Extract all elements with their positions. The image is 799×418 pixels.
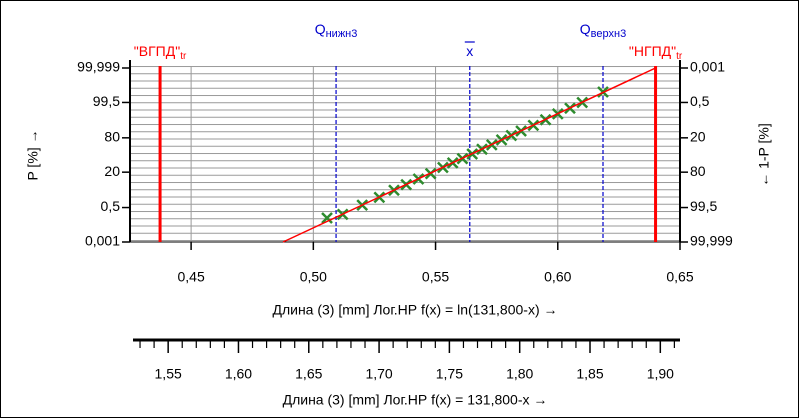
x-tick-label: 0,65: [666, 269, 693, 285]
x-tick-label: 0,60: [544, 269, 571, 285]
reference-label-text: Q: [580, 21, 591, 37]
y-tick-label: 20: [104, 163, 120, 179]
x2-tick-label: 1,75: [436, 366, 463, 382]
limit-label-sub: tr: [180, 51, 187, 62]
x-axis-title: Длина (3) [mm] Лог.НР f(x) = ln(131,800-…: [272, 302, 557, 318]
y-tick-label: 99,5: [93, 93, 120, 109]
reference-label-text: Q: [315, 21, 326, 37]
fit-line: [282, 67, 656, 243]
limit-label: "НГПД"tr: [629, 43, 683, 62]
y-tick-label: 0,001: [85, 233, 120, 249]
grid-background: [130, 66, 680, 242]
y-tick-label: 80: [104, 129, 120, 145]
y-axis-title: P [%] →: [25, 129, 41, 180]
x2-tick-label: 1,90: [647, 366, 674, 382]
x2-axis-title: Длина (3) [mm] Лог.НР f(x) = 131,800-x →: [283, 392, 548, 408]
y2-tick-label: 99,5: [690, 198, 717, 214]
x2-tick-label: 1,70: [365, 366, 392, 382]
y2-tick-label: 80: [690, 163, 706, 179]
reference-label: x: [466, 43, 473, 59]
x2-tick-label: 1,65: [295, 366, 322, 382]
x2-tick-label: 1,80: [506, 366, 533, 382]
x2-tick-label: 1,55: [155, 366, 182, 382]
y2-tick-label: 0,5: [690, 93, 710, 109]
reference-label-text: x: [466, 43, 473, 59]
x-tick-label: 0,55: [422, 269, 449, 285]
y2-tick-label: 0,001: [690, 59, 725, 75]
reference-label: Qнижн3: [315, 21, 358, 40]
limit-label-text: "ВГПД": [134, 43, 180, 59]
y2-tick-label: 20: [690, 129, 706, 145]
x2-tick-label: 1,85: [576, 366, 603, 382]
limit-label-sub: tr: [676, 51, 683, 62]
y-tick-label: 0,5: [101, 198, 121, 214]
y2-tick-label: 99,999: [690, 233, 733, 249]
x-tick-label: 0,50: [300, 269, 327, 285]
reference-label-sub: нижн3: [326, 28, 358, 40]
plot: 0,45 0,50 0,55 0,60 0,65 Длина (3) [mm] Лог.Н…: [25, 21, 772, 408]
x2-tick-label: 1,60: [225, 366, 252, 382]
y2-axis-title: ← 1-P [%]: [756, 123, 772, 187]
reference-label: Qверхн3: [580, 21, 626, 40]
y-tick-label: 99,999: [77, 59, 120, 75]
x-tick-label: 0,45: [177, 269, 204, 285]
reference-label-sub: верхн3: [591, 28, 627, 40]
limit-label: "ВГПД"tr: [134, 43, 187, 62]
limit-label-text: "НГПД": [629, 43, 676, 59]
data-point: [321, 212, 333, 224]
